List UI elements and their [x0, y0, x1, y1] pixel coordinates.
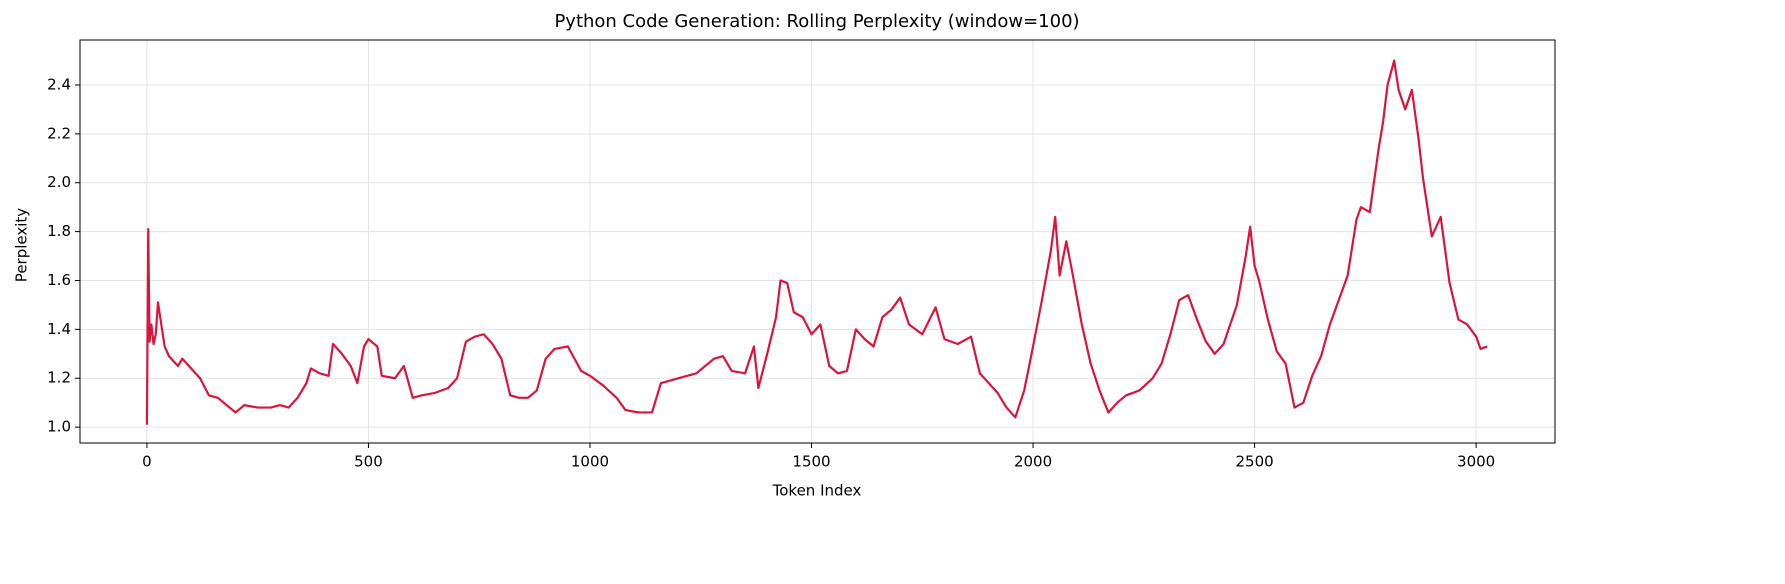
x-tick-label: 2500	[1236, 453, 1274, 471]
y-axis-label: Perplexity	[13, 208, 31, 282]
y-tick-label: 1.2	[47, 369, 71, 387]
y-tick-label: 1.6	[47, 271, 71, 289]
y-tick-label: 1.0	[47, 418, 71, 436]
x-tick-label: 0	[142, 453, 152, 471]
x-axis-label: Token Index	[772, 482, 862, 500]
x-tick-label: 500	[354, 453, 383, 471]
data-line	[145, 59, 1488, 425]
x-tick-label: 2000	[1014, 453, 1052, 471]
y-tick-label: 1.4	[47, 320, 71, 338]
y-tick-label: 2.4	[47, 75, 71, 93]
chart-title: Python Code Generation: Rolling Perplexi…	[554, 11, 1079, 32]
plot-frame	[79, 39, 1556, 444]
x-tick-label: 1000	[571, 453, 609, 471]
y-tick-label: 1.8	[47, 222, 71, 240]
x-tick-label: 3000	[1457, 453, 1495, 471]
y-tick-label: 2.0	[47, 173, 71, 191]
x-tick-label: 1500	[792, 453, 830, 471]
y-tick-label: 2.2	[47, 124, 71, 142]
